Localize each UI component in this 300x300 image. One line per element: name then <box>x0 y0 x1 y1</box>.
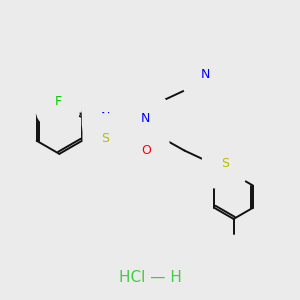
Text: O: O <box>141 144 151 157</box>
Text: S: S <box>221 158 229 170</box>
Text: N: N <box>201 68 210 81</box>
Text: HCl — H: HCl — H <box>118 270 182 285</box>
Text: N: N <box>141 112 151 125</box>
Text: F: F <box>54 95 61 108</box>
Text: S: S <box>101 132 109 145</box>
Text: N: N <box>100 110 110 124</box>
